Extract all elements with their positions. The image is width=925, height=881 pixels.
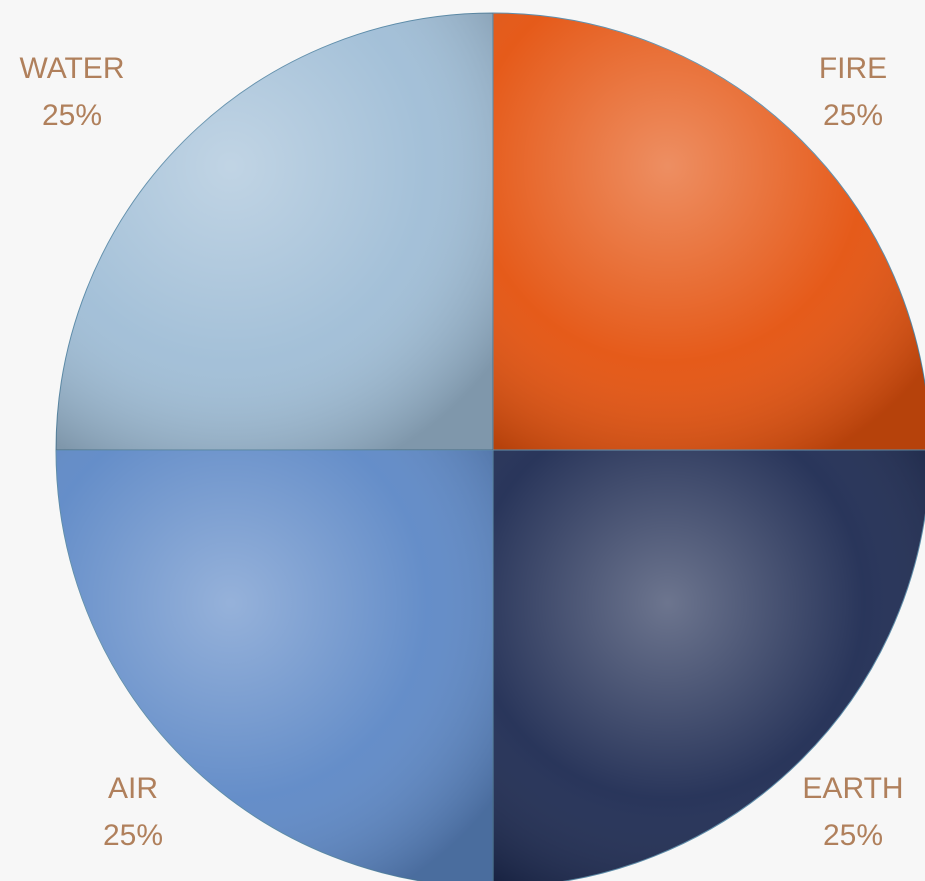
slice-sheen bbox=[56, 450, 493, 881]
value-label: 25% bbox=[823, 99, 883, 132]
category-label: AIR bbox=[108, 772, 158, 805]
value-label: 25% bbox=[823, 819, 883, 852]
category-label: WATER bbox=[20, 52, 125, 85]
slice-sheen bbox=[493, 450, 925, 881]
value-label: 25% bbox=[42, 99, 102, 132]
labels: FIRE 25% EARTH 25% AIR 25% WATER 25% bbox=[20, 52, 904, 852]
category-label: FIRE bbox=[819, 52, 887, 85]
slice-sheen bbox=[493, 13, 925, 450]
pie bbox=[55, 12, 925, 881]
value-label: 25% bbox=[103, 819, 163, 852]
slice-sheen bbox=[56, 13, 493, 450]
category-label: EARTH bbox=[802, 772, 903, 805]
